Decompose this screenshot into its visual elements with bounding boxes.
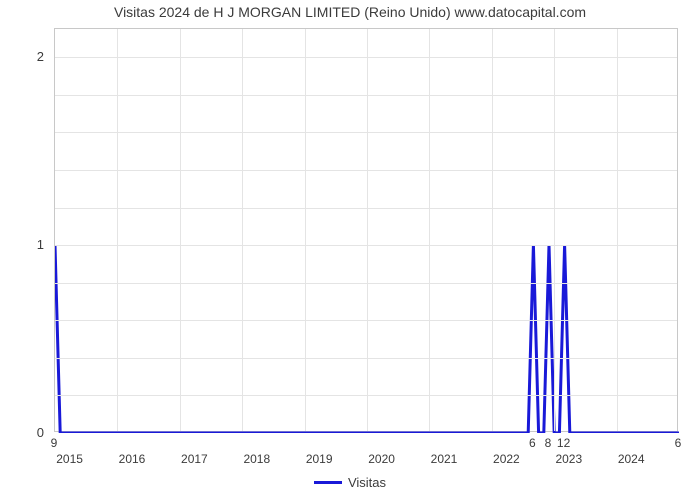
x-tick-label: 2016 [119,452,146,466]
hgrid-line [55,358,677,359]
data-point-label: 6 [675,436,682,450]
legend-swatch [314,481,342,484]
x-tick-label: 2017 [181,452,208,466]
vgrid-line [492,29,493,431]
x-tick-label: 2021 [431,452,458,466]
data-point-label: 9 [51,436,58,450]
y-tick-label: 0 [0,425,44,440]
legend-item-visitas: Visitas [314,475,386,490]
x-tick-label: 2023 [555,452,582,466]
y-tick-label: 1 [0,237,44,252]
chart-title: Visitas 2024 de H J MORGAN LIMITED (Rein… [0,4,700,20]
vgrid-line [117,29,118,431]
hgrid-line [55,170,677,171]
vgrid-line [305,29,306,431]
x-tick-label: 2020 [368,452,395,466]
vgrid-line [429,29,430,431]
hgrid-line [55,395,677,396]
x-tick-label: 2015 [56,452,83,466]
vgrid-line [367,29,368,431]
x-tick-label: 2018 [243,452,270,466]
data-point-label: 12 [557,436,570,450]
hgrid-line [55,283,677,284]
vgrid-line [617,29,618,431]
vgrid-line [180,29,181,431]
legend-label: Visitas [348,475,386,490]
x-tick-label: 2022 [493,452,520,466]
hgrid-line [55,132,677,133]
x-tick-label: 2019 [306,452,333,466]
x-tick-label: 2024 [618,452,645,466]
data-point-label: 6 [529,436,536,450]
vgrid-line [554,29,555,431]
hgrid-line [55,95,677,96]
hgrid-line [55,245,677,246]
plot-area [54,28,678,432]
y-tick-label: 2 [0,49,44,64]
data-point-label: 8 [545,436,552,450]
hgrid-line [55,57,677,58]
hgrid-line [55,320,677,321]
legend: Visitas [0,472,700,490]
chart-container: { "chart": { "type": "line", "title": "V… [0,0,700,500]
vgrid-line [242,29,243,431]
hgrid-line [55,208,677,209]
